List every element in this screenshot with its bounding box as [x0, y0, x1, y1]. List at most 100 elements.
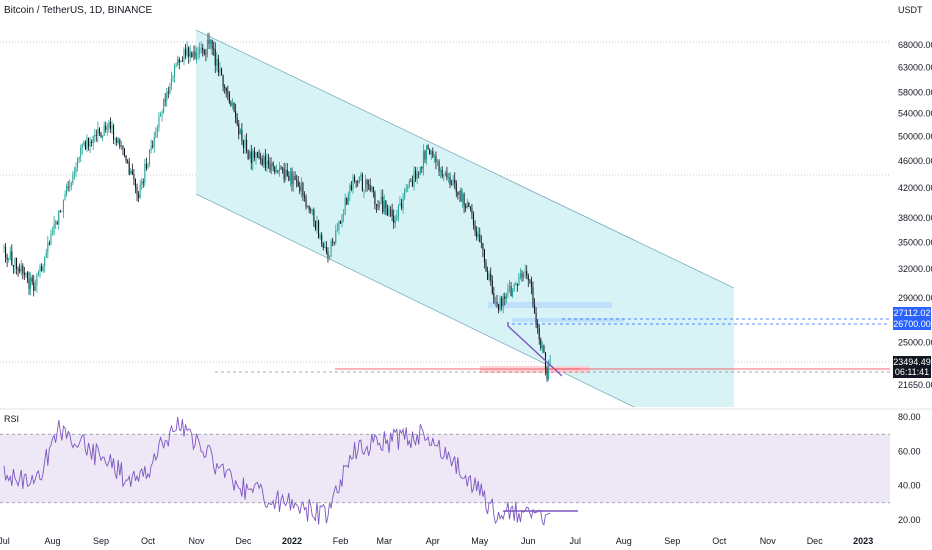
- candle-body: [530, 280, 532, 288]
- candle: [521, 270, 523, 282]
- candle: [505, 293, 507, 304]
- candle-body: [493, 293, 495, 303]
- candle-body: [119, 139, 121, 147]
- candle: [86, 134, 88, 153]
- candle-body: [203, 51, 205, 54]
- candle: [200, 41, 202, 54]
- candle: [197, 46, 199, 60]
- candle-body: [89, 141, 91, 147]
- level-b-tag-label: 26700.00: [893, 319, 931, 329]
- candle: [286, 163, 288, 177]
- candle: [120, 140, 122, 150]
- candle: [87, 137, 90, 151]
- candle-body: [496, 302, 498, 305]
- candle: [494, 296, 496, 307]
- candle: [267, 153, 270, 169]
- candle: [261, 155, 263, 167]
- candle-body: [51, 233, 54, 235]
- candle-body: [416, 173, 418, 179]
- candle-body: [280, 167, 282, 169]
- time-axis[interactable]: Jul Aug Sep Oct Nov Dec 2022 Feb Mar Apr May Jun Jul…: [0, 536, 873, 546]
- candle-body: [108, 122, 110, 129]
- candle: [255, 151, 257, 165]
- candle-body: [354, 176, 356, 182]
- candle-body: [73, 172, 75, 175]
- candle: [382, 189, 384, 215]
- candle: [163, 98, 165, 114]
- candle-body: [231, 103, 234, 106]
- candle: [469, 206, 471, 212]
- candle: [130, 168, 132, 175]
- candle-body: [142, 181, 144, 183]
- candle-body: [487, 271, 489, 280]
- price-tick-label: 63000.00: [898, 63, 932, 73]
- candle-body: [48, 242, 50, 244]
- candle-body: [100, 133, 102, 138]
- candle-body: [33, 281, 35, 291]
- candle-body: [230, 102, 232, 106]
- candle: [527, 273, 529, 288]
- candle-body: [324, 246, 326, 248]
- price-axis[interactable]: 68000.00 63000.00 58000.00 54000.00 50000.00…: [898, 40, 932, 390]
- candle: [136, 183, 138, 202]
- candle: [435, 151, 437, 170]
- candle: [278, 161, 280, 177]
- candle: [477, 226, 479, 241]
- candle-body: [419, 167, 421, 174]
- candle-body: [305, 197, 307, 208]
- candle: [113, 123, 115, 145]
- candle: [346, 197, 348, 206]
- resistance-zone-upper: [488, 302, 612, 308]
- candle: [103, 121, 105, 137]
- candle-body: [360, 174, 362, 177]
- level-b-tag-bg: [893, 318, 931, 330]
- candle: [203, 48, 205, 56]
- candle-body: [5, 246, 7, 258]
- candle: [12, 264, 14, 274]
- time-tick-label: Mar: [377, 536, 393, 546]
- candle-body: [288, 175, 290, 181]
- candle-body: [426, 145, 428, 160]
- candle-body: [402, 197, 404, 209]
- time-tick-label: Feb: [333, 536, 349, 546]
- candle: [31, 274, 33, 286]
- candle: [537, 319, 539, 334]
- candle-body: [247, 150, 249, 159]
- candle-body: [56, 222, 58, 225]
- candle: [175, 62, 177, 68]
- candle: [241, 123, 243, 145]
- candle: [372, 186, 374, 198]
- candle: [205, 48, 207, 62]
- candle-body: [64, 194, 66, 201]
- rsi-tick-label: 40.00: [898, 481, 921, 491]
- candle-body: [278, 167, 280, 171]
- candle: [119, 138, 121, 150]
- rsi-axis[interactable]: 80.00 60.00 40.00 20.00: [898, 412, 921, 525]
- candle-body: [526, 271, 528, 276]
- candle: [208, 32, 210, 49]
- candle: [508, 280, 511, 293]
- candle: [360, 172, 362, 181]
- candle: [499, 295, 501, 312]
- candle-body: [113, 125, 115, 140]
- candle: [127, 159, 129, 164]
- candle: [166, 87, 168, 107]
- candle-body: [372, 186, 374, 193]
- candle: [164, 93, 166, 107]
- candle: [461, 188, 464, 209]
- candle: [377, 200, 379, 211]
- candle-body: [427, 145, 429, 150]
- candle-body: [413, 170, 415, 187]
- candle-body: [327, 251, 329, 257]
- candle-body: [184, 49, 187, 56]
- candle-body: [130, 170, 132, 175]
- candle-body: [357, 181, 359, 183]
- candle: [211, 39, 213, 55]
- candle-body: [28, 278, 30, 289]
- candle: [62, 199, 65, 219]
- candle-body: [325, 246, 327, 252]
- candle-body: [390, 209, 392, 211]
- candle-body: [47, 242, 49, 253]
- rsi-tick-label: 60.00: [898, 446, 921, 456]
- candle: [358, 176, 360, 184]
